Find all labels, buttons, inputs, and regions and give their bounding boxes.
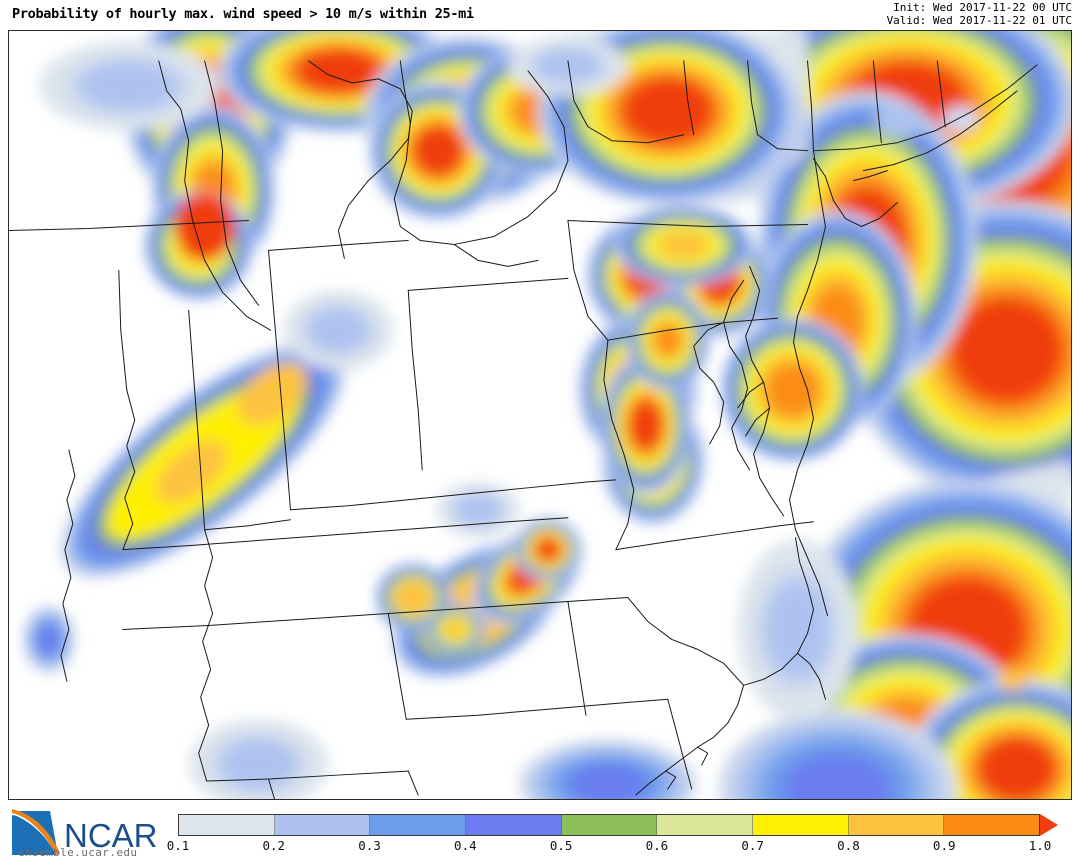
timestamp-block: Init: Wed 2017-11-22 00 UTC Valid: Wed 2… <box>887 1 1072 27</box>
logo-wordmark: NCAR <box>64 817 158 854</box>
colorbar-tick-label: 0.2 <box>262 838 286 853</box>
logo-url: ensemble.ucar.edu <box>18 846 138 859</box>
colorbar-tick-label: 0.4 <box>454 838 477 853</box>
init-time: Init: Wed 2017-11-22 00 UTC <box>893 1 1072 14</box>
colorbar-band <box>274 815 371 835</box>
contour-blob <box>625 290 710 391</box>
contour-core <box>237 362 307 425</box>
colorbar-band <box>370 815 467 835</box>
contour-blob <box>514 517 582 582</box>
colorbar-tick-label: 0.7 <box>741 838 764 853</box>
contour-hole <box>998 667 1027 692</box>
contour-blob <box>720 318 865 462</box>
contour-hole <box>942 105 979 132</box>
page-title: Probability of hourly max. wind speed > … <box>12 6 474 22</box>
contour-blob <box>518 739 698 799</box>
colorbar-tick-label: 0.3 <box>358 838 381 853</box>
logo-mark-inner <box>14 815 56 855</box>
colorbar-tick-label: 1.0 <box>1028 838 1052 853</box>
contour-core <box>393 579 434 616</box>
contour-blob <box>283 290 394 371</box>
footer-bar: NCAR ensemble.ucar.edu 0.1 0.2 0.3 0.4 0.5 0.… <box>0 800 1080 865</box>
colorbar-over-arrow <box>1040 814 1058 836</box>
colorbar-band <box>657 815 754 835</box>
colorbar-band <box>944 815 1040 835</box>
map-panel <box>8 30 1072 800</box>
colorbar-band <box>753 815 849 835</box>
probability-field <box>22 31 1071 799</box>
valid-time: Valid: Wed 2017-11-22 01 UTC <box>886 14 1072 27</box>
header-bar: Probability of hourly max. wind speed > … <box>0 0 1080 30</box>
colorbar-tick-label: 0.8 <box>837 838 860 853</box>
contour-blob <box>717 709 958 799</box>
contour-blob <box>508 35 628 96</box>
contour-blob <box>436 481 521 538</box>
contour-core <box>155 440 228 503</box>
probability-contour-map <box>9 31 1071 799</box>
state-boundaries <box>9 60 1038 799</box>
contour-blob <box>22 605 75 674</box>
contour-blob <box>599 355 692 495</box>
contour-core <box>174 192 235 261</box>
contour-blob <box>425 603 486 656</box>
colorbar-band <box>561 815 658 835</box>
contour-blob <box>38 40 219 131</box>
ncar-logo: NCAR <box>12 809 158 855</box>
contour-blob <box>737 539 858 720</box>
colorbar-band <box>466 815 562 835</box>
contour-blob <box>188 719 329 799</box>
contour-blob <box>613 205 754 286</box>
colorbar-band <box>848 815 945 835</box>
colorbar-tick-label: 0.1 <box>166 838 190 853</box>
colorbar-ticks: 0.1 0.2 0.3 0.4 0.5 0.6 0.7 0.8 0.9 1.0 <box>167 838 1052 856</box>
contour-hole <box>874 103 927 138</box>
colorbar: 0.1 0.2 0.3 0.4 0.5 0.6 0.7 0.8 0.9 1.0 <box>167 814 1068 860</box>
colorbar-tick-label: 0.5 <box>549 838 573 853</box>
colorbar-tick-label: 0.9 <box>932 838 956 853</box>
colorbar-band <box>179 815 275 835</box>
colorbar-tick-label: 0.6 <box>645 838 669 853</box>
colorbar-bands <box>178 814 1040 836</box>
logo-swoosh-orange <box>12 809 60 855</box>
